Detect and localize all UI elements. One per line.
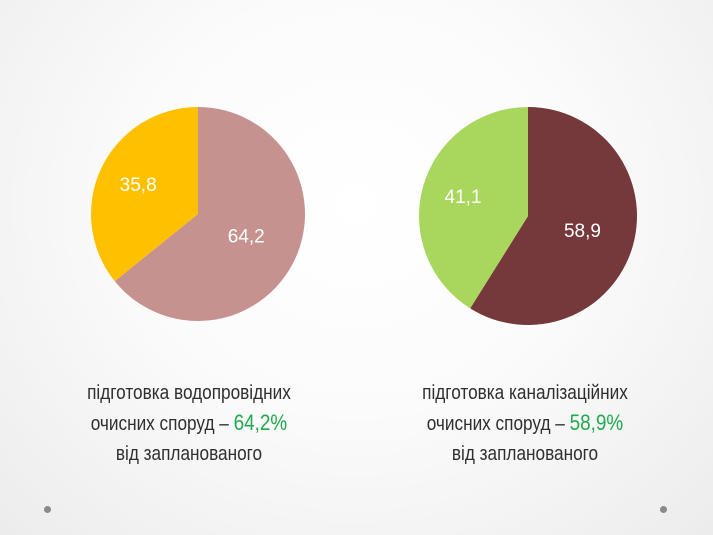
pie-data-label: 58,9 [564, 221, 601, 242]
pie-slice-35-8 [91, 107, 198, 282]
pie-slice-64-2 [114, 107, 306, 321]
pie-slice-41-1 [419, 107, 528, 309]
caption-sewage-treatment: підготовка каналізаційних очисних споруд… [400, 378, 649, 469]
pie-chart-water-treatment: 64,2 35,8 [91, 107, 306, 321]
caption-water-treatment: підготовка водопровідних очисних споруд … [64, 378, 313, 469]
caption-percentage: 58,9% [569, 410, 624, 435]
pie-data-label: 35,8 [120, 175, 157, 196]
caption-line-3: від запланованого [451, 443, 599, 465]
pie-data-label: 64,2 [228, 227, 265, 248]
caption-line-1: підготовка водопровідних [87, 382, 291, 404]
caption-line-2: очисних споруд – 64,2% [64, 408, 313, 439]
caption-line-2-prefix: очисних споруд – [426, 413, 565, 435]
caption-line-2: очисних споруд – 58,9% [400, 408, 649, 439]
pie-chart-sewage-treatment: 58,9 41,1 [419, 107, 637, 325]
caption-line-2-prefix: очисних споруд – [90, 413, 229, 435]
slide-corner-dot-left [44, 506, 51, 513]
slide-corner-dot-right [660, 506, 667, 513]
caption-line-1: підготовка каналізаційних [422, 382, 628, 404]
pie-slice-58-9 [470, 107, 637, 325]
caption-line-3: від запланованого [115, 443, 263, 465]
caption-percentage: 64,2% [233, 410, 288, 435]
pie-data-label: 41,1 [445, 187, 482, 208]
